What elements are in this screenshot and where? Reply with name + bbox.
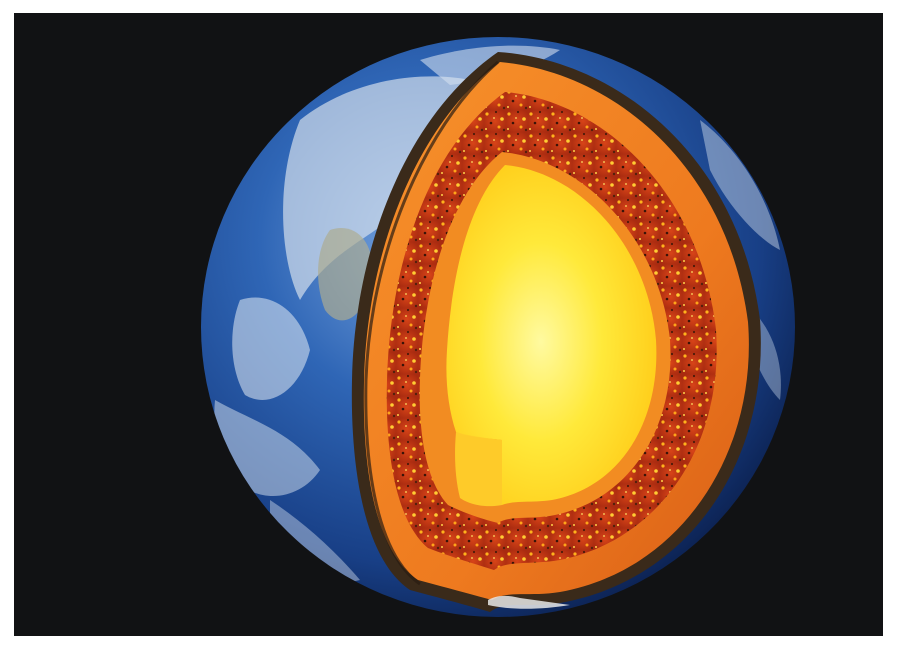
inner-core-layer: [446, 165, 657, 507]
cut-seam: [364, 60, 570, 609]
